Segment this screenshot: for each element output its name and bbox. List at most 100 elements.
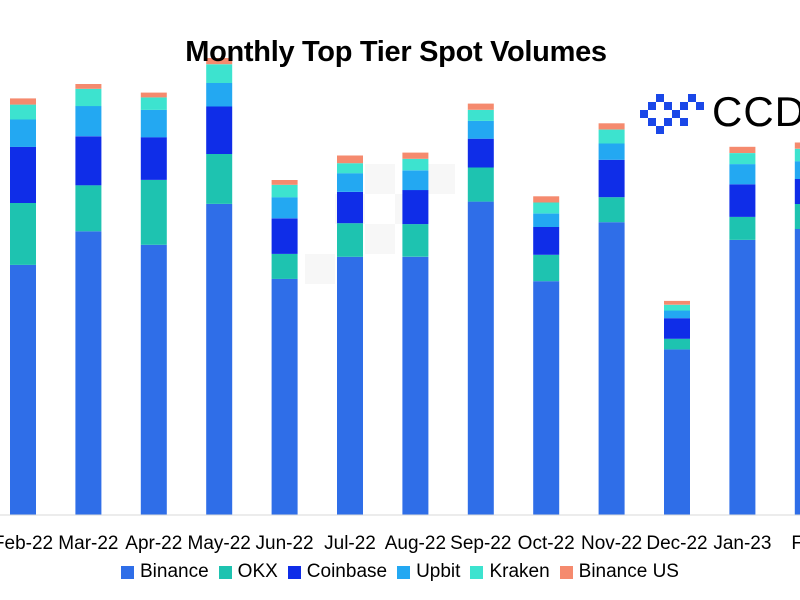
legend-swatch <box>559 565 573 579</box>
legend-item-binance: Binance <box>121 561 209 583</box>
bar-okx-may-22 <box>206 154 233 204</box>
x-tick-label: Jun-22 <box>256 533 314 554</box>
brand-name: CCD <box>712 88 800 135</box>
bar-upbit-oct-22 <box>533 213 560 227</box>
legend-label: OKX <box>237 561 278 582</box>
x-tick-label: Oct-22 <box>518 533 575 554</box>
bar-binance-jan-23 <box>729 240 756 515</box>
bar-okx-sep-22 <box>467 167 494 202</box>
bar-kraken-sep-22 <box>467 109 494 121</box>
bar-binance-apr-22 <box>140 244 167 516</box>
bar-binance-aug-22 <box>402 256 429 515</box>
bar-coinbase-nov-22 <box>598 159 625 198</box>
bar-binance-feb <box>794 228 800 515</box>
x-tick-label: Apr-22 <box>125 533 182 554</box>
bar-kraken-apr-22 <box>140 97 167 110</box>
legend-swatch <box>287 565 301 579</box>
watermark-logo <box>305 164 455 284</box>
bar-binance-us-dec-22 <box>664 300 690 305</box>
bar-upbit-dec-22 <box>664 310 690 319</box>
bar-binance-us-jul-22 <box>337 155 363 164</box>
bar-binance-may-22 <box>206 204 233 515</box>
x-tick-label: Nov-22 <box>581 533 642 554</box>
bar-upbit-may-22 <box>206 83 233 107</box>
bar-binance-feb-22 <box>10 264 36 515</box>
bar-binance-sep-22 <box>467 201 494 515</box>
x-tick-label: Mar-22 <box>58 533 118 554</box>
bar-binance-us-aug-22 <box>402 152 429 159</box>
legend-item-okx: OKX <box>218 561 278 583</box>
bar-coinbase-feb-22 <box>10 146 36 203</box>
bar-kraken-nov-22 <box>598 129 625 144</box>
legend-swatch <box>397 565 411 579</box>
bar-coinbase-oct-22 <box>533 227 560 255</box>
x-tick-label: Feb <box>791 533 800 554</box>
bar-kraken-oct-22 <box>533 202 560 214</box>
bar-coinbase-aug-22 <box>402 190 429 225</box>
bar-okx-apr-22 <box>140 180 167 245</box>
x-tick-label: Dec-22 <box>646 533 707 554</box>
bar-kraken-jun-22 <box>271 184 298 198</box>
bar-upbit-aug-22 <box>402 170 429 191</box>
bar-binance-oct-22 <box>533 281 560 515</box>
bar-binance-dec-22 <box>664 349 690 515</box>
bar-upbit-nov-22 <box>598 143 625 160</box>
bar-okx-jun-22 <box>271 253 298 279</box>
bar-upbit-mar-22 <box>75 106 102 137</box>
legend-label: Kraken <box>489 561 550 582</box>
legend-swatch <box>470 565 484 579</box>
bar-okx-jan-23 <box>729 216 756 240</box>
bar-group <box>10 58 800 516</box>
bar-upbit-feb-22 <box>10 119 36 147</box>
bar-upbit-jan-23 <box>729 164 756 185</box>
bar-binance-nov-22 <box>598 222 625 515</box>
bar-kraken-aug-22 <box>402 158 429 171</box>
bar-binance-us-may-22 <box>206 58 233 65</box>
bar-coinbase-apr-22 <box>140 137 167 180</box>
bar-kraken-feb-22 <box>10 104 36 120</box>
bar-okx-nov-22 <box>598 197 625 223</box>
legend-label: Upbit <box>416 561 461 582</box>
bar-upbit-jul-22 <box>337 173 363 192</box>
bar-binance-us-apr-22 <box>140 92 167 98</box>
bar-coinbase-jun-22 <box>271 218 298 254</box>
bar-coinbase-jul-22 <box>337 192 363 224</box>
bar-binance-us-mar-22 <box>75 84 102 89</box>
legend-label: Binance <box>140 561 209 582</box>
bar-binance-jul-22 <box>337 256 363 515</box>
bar-upbit-feb <box>794 161 800 179</box>
bar-binance-us-nov-22 <box>598 123 625 130</box>
bar-okx-aug-22 <box>402 224 429 257</box>
bar-kraken-mar-22 <box>75 88 102 107</box>
bar-coinbase-jan-23 <box>729 184 756 217</box>
legend-item-kraken: Kraken <box>470 561 550 583</box>
x-tick-label: Feb-22 <box>0 533 53 554</box>
bar-kraken-may-22 <box>206 64 233 83</box>
legend-label: Coinbase <box>306 561 388 582</box>
chart-title: Monthly Top Tier Spot Volumes <box>185 36 607 68</box>
bar-okx-feb-22 <box>10 203 36 265</box>
legend-swatch <box>218 565 232 579</box>
x-tick-label: Aug-22 <box>385 533 446 554</box>
bar-kraken-dec-22 <box>664 304 690 311</box>
bar-coinbase-mar-22 <box>75 136 102 186</box>
bar-upbit-apr-22 <box>140 109 167 138</box>
bar-okx-dec-22 <box>664 338 690 350</box>
bar-binance-us-feb <box>794 142 800 149</box>
legend-item-upbit: Upbit <box>397 561 460 583</box>
bar-upbit-jun-22 <box>271 197 298 219</box>
bar-kraken-feb <box>794 148 800 162</box>
ccdata-logo-icon <box>640 94 704 134</box>
bar-okx-oct-22 <box>533 254 560 282</box>
legend-item-coinbase: Coinbase <box>287 561 388 583</box>
chart-legend: Binance OKX Coinbase Upbit Kraken Binance US <box>0 561 800 583</box>
bar-coinbase-feb <box>794 179 800 204</box>
bar-okx-jul-22 <box>337 223 363 257</box>
bar-kraken-jul-22 <box>337 163 363 174</box>
brand-logo: CCD <box>640 88 800 136</box>
x-tick-label: Sep-22 <box>450 533 511 554</box>
x-tick-label: May-22 <box>188 533 251 554</box>
bar-okx-mar-22 <box>75 185 102 232</box>
